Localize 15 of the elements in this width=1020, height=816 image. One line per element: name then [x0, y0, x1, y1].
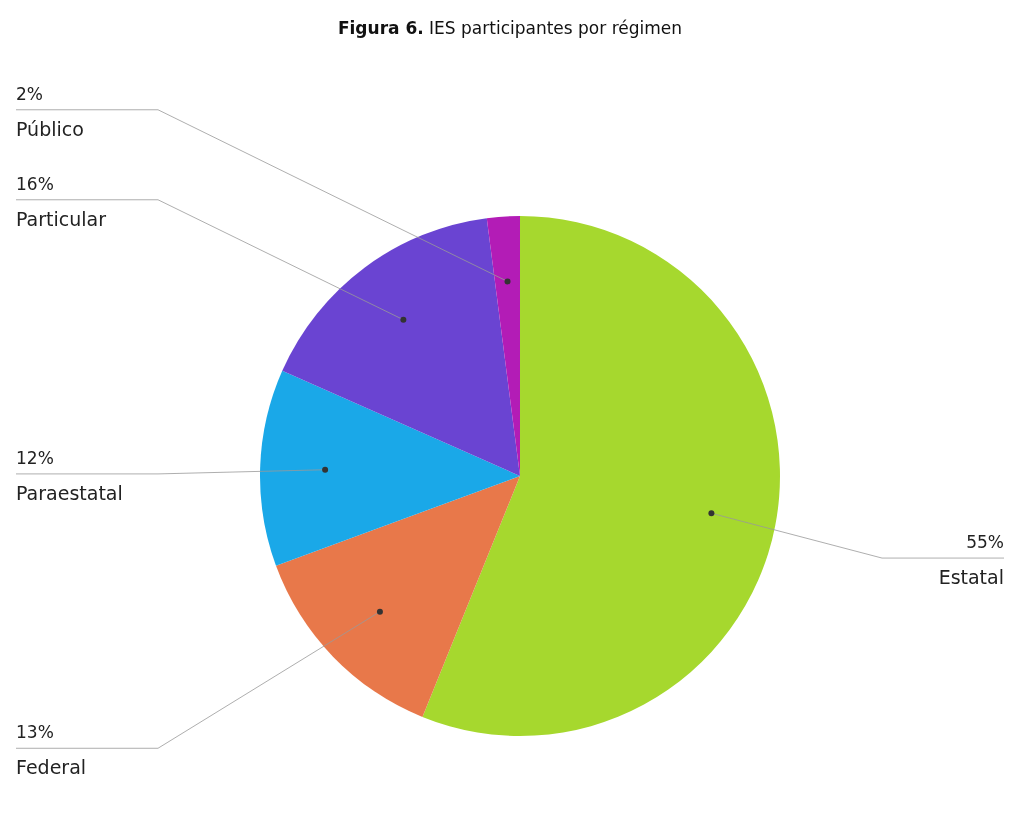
pie-slice	[260, 370, 520, 566]
data-label: 16%	[16, 173, 54, 194]
pie-slice	[276, 476, 520, 717]
data-label: 12%	[16, 447, 54, 468]
data-label: 55%	[966, 532, 1004, 553]
pie-slice	[422, 216, 780, 736]
slice-label: Estatal	[938, 566, 1004, 589]
data-label: 2%	[16, 83, 43, 104]
data-label: 13%	[16, 722, 54, 743]
slice-label: Paraestatal	[16, 481, 123, 504]
slice-label: Federal	[16, 756, 87, 779]
chart-title: Figura 6. IES participantes por régimen	[337, 18, 683, 38]
slice-label: Público	[16, 117, 84, 140]
slice-label: Particular	[16, 207, 107, 230]
pie-slice	[282, 218, 520, 476]
